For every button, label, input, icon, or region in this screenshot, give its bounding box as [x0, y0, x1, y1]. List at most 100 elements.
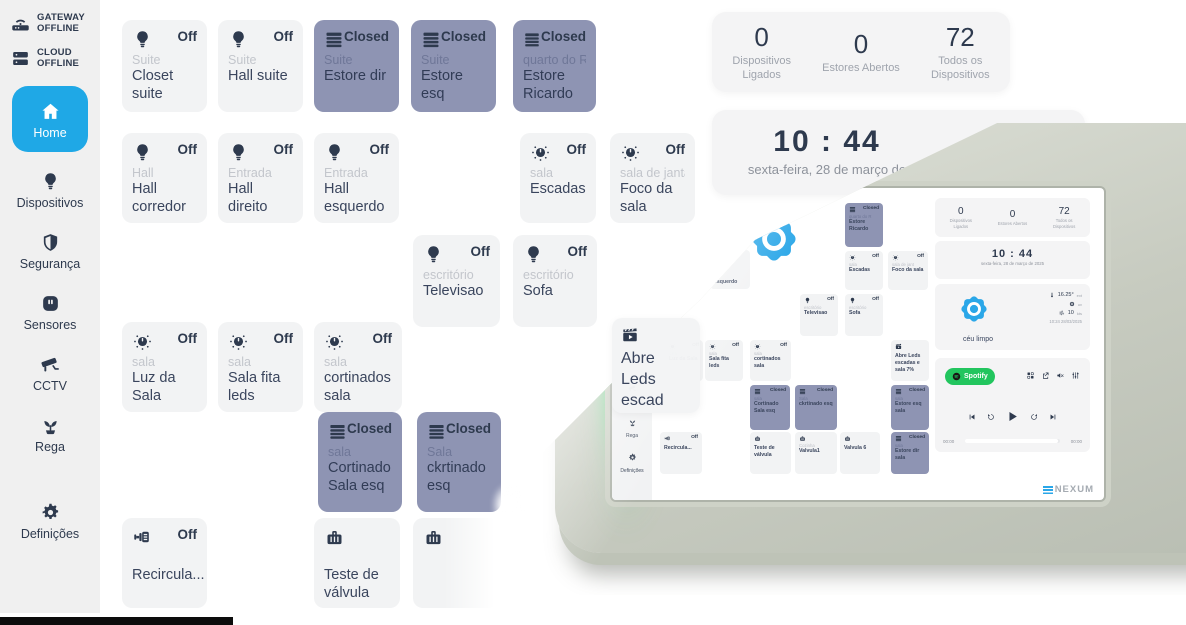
device-card[interactable]: Closed quarto do R Estore Ricardo: [513, 20, 596, 112]
sidebar-item-home[interactable]: Home: [12, 85, 88, 152]
device-card[interactable]: Closed Sala ckrtinado esq: [417, 412, 501, 512]
weather-readings: 16.25° ext uv 10 kts 10:24 28/03/2025: [1022, 289, 1082, 324]
weather-updated: 10:24 28/03/2025: [1049, 319, 1082, 324]
stat: 0 Dispositivos Ligados: [718, 22, 806, 83]
elapsed-time: 00:00: [943, 439, 955, 444]
status-label: Off: [369, 142, 390, 157]
status-label: Closed: [343, 29, 389, 44]
blind-icon: [421, 29, 441, 50]
device-card[interactable]: Off escritório Sofa: [513, 235, 597, 327]
mini-device-card: Off Recircula...: [660, 432, 702, 474]
mini-device-card: Abre Leds escadas e sala 7%: [891, 340, 929, 381]
mini-device-card: Off sala de jant Foco da sala: [888, 251, 928, 290]
plant-icon: [628, 418, 637, 427]
status-label: Closed: [909, 388, 925, 393]
dimmer-icon: [228, 331, 249, 352]
status-label: Off: [872, 254, 879, 259]
temperature-value: 16.25°: [1057, 292, 1074, 298]
device-name: Sofa: [523, 283, 553, 299]
sun-icon: [745, 210, 803, 268]
valve-icon: [754, 435, 761, 442]
device-card[interactable]: Off sala Sala fita leds: [218, 322, 303, 412]
status-label: Off: [273, 142, 294, 157]
device-card[interactable]: [413, 518, 498, 608]
stat: 72 Todos os Dispositivos: [916, 22, 1004, 83]
mini-device-card: Valvula 6: [840, 432, 880, 474]
room-label: Sala: [427, 445, 453, 459]
summary-stats: 0 Dispositivos Ligados 0 Estores Abertos 72 T…: [712, 12, 1010, 92]
bulb-icon: [324, 142, 345, 163]
sidebar-item-dispositivos[interactable]: Dispositivos: [0, 160, 100, 221]
device-name: Valvula1: [799, 448, 820, 454]
room-label: Suite: [421, 53, 450, 67]
device-card[interactable]: Closed Suite Estore esq: [411, 20, 496, 112]
device-card[interactable]: Off Suite Hall suite: [218, 20, 303, 112]
next-icon: [1049, 413, 1057, 421]
device-card[interactable]: Off Recircula...: [122, 518, 207, 608]
spotify-label: Spotify: [964, 373, 988, 380]
device-card[interactable]: Closed sala Cortinado Sala esq: [318, 412, 402, 512]
scene-card-line: Abre Leds: [621, 350, 656, 388]
sidebar-item-label: Definições: [20, 526, 80, 541]
prev-icon: [968, 413, 976, 421]
blind-icon: [849, 206, 856, 213]
sidebar-item-defini-es[interactable]: Definições: [0, 491, 100, 552]
status-label: Closed: [440, 29, 486, 44]
sidebar-item-cctv[interactable]: CCTV: [0, 343, 100, 404]
room-label: sala de janta: [620, 166, 685, 180]
mini-device-card: Closed quarto do R Estore Ricardo: [845, 203, 883, 247]
wind-value: 10: [1067, 310, 1074, 316]
sensor-icon: [40, 293, 61, 314]
bulb-icon: [228, 142, 249, 163]
device-card[interactable]: Off Entrada Hall esquerdo: [314, 133, 399, 223]
sidebar-item-label: Segurança: [19, 256, 81, 271]
status-label: Off: [827, 297, 834, 302]
sun-icon: [957, 292, 991, 326]
scene-card-abre-leds[interactable]: Abre Leds escad sa: [612, 318, 700, 413]
device-name: Estore Ricardo: [849, 219, 869, 232]
device-name: Estore esq sala: [895, 401, 922, 414]
spotify-icon: [952, 372, 961, 381]
device-card[interactable]: Off Hall Hall corredor: [122, 133, 207, 223]
clock-time: 10 : 44: [773, 125, 881, 158]
sidebar-item-rega[interactable]: Rega: [0, 404, 100, 465]
device-card[interactable]: Off sala cortinados sala: [314, 322, 402, 412]
dimmer-icon: [849, 254, 856, 261]
stat-value: 0: [1009, 208, 1016, 220]
valve-icon: [324, 527, 345, 548]
blind-icon: [328, 421, 347, 442]
device-name: Hall esquerdo: [324, 181, 385, 215]
sidebar-item-seguran-a[interactable]: Segurança: [0, 221, 100, 282]
stat-value: 72: [1058, 206, 1070, 218]
device-name: cortinados sala: [754, 356, 781, 369]
device-card[interactable]: Off Entrada Hall direito: [218, 133, 303, 223]
device-card[interactable]: Off sala Escadas: [520, 133, 596, 223]
dimmer-icon: [132, 331, 153, 352]
uv-row: uv: [1022, 301, 1082, 307]
device-card[interactable]: Off escritório Televisao: [413, 235, 500, 327]
device-name: Teste de válvula: [754, 445, 775, 458]
stat: 0 Estores Abertos: [817, 29, 905, 76]
status-label: Off: [470, 244, 491, 259]
device-card[interactable]: Off sala de janta Foco da sala: [610, 133, 695, 223]
plant-icon: [40, 415, 61, 436]
temperature-unit: ext: [1076, 292, 1082, 298]
sidebar-item-sensores[interactable]: Sensores: [0, 282, 100, 343]
device-card[interactable]: Off sala Luz da Sala: [122, 322, 207, 412]
device-name: Teste de válvula: [324, 567, 379, 601]
device-name: esquerdo: [714, 279, 738, 286]
cctv-icon: [40, 354, 61, 375]
device-card[interactable]: Teste de válvula: [314, 518, 400, 608]
device-card[interactable]: Off Suite Closet suite: [122, 20, 207, 112]
media-action-icons: [1026, 371, 1080, 380]
mini-sidebar-label: Definições: [620, 468, 644, 474]
horizontal-scrollbar[interactable]: [0, 617, 233, 625]
device-name: ckrtinado esq: [799, 401, 833, 407]
stat: 72 Todos os Dispositivos: [1047, 206, 1081, 229]
device-name: Foco da sala: [620, 181, 673, 215]
device-card[interactable]: Closed Suite Estore dir: [314, 20, 399, 112]
gear-icon: [628, 453, 637, 462]
status-label: Closed: [817, 388, 833, 393]
sidebar-item-label: Home: [33, 125, 67, 140]
blind-icon: [895, 435, 902, 442]
